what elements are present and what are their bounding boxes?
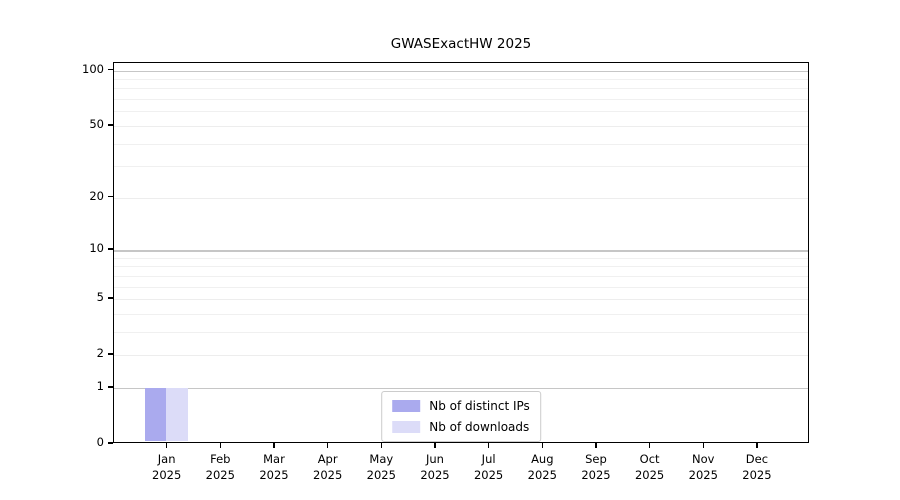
y-axis-tick-label: 50 xyxy=(89,116,104,131)
x-tick-month: Oct xyxy=(639,452,660,466)
x-axis-tick-label: Jun 2025 xyxy=(403,452,467,483)
gridline-minor xyxy=(114,257,808,259)
x-tick-month: Jul xyxy=(481,452,496,466)
y-axis-tick-label: 5 xyxy=(96,290,104,305)
gridline-minor xyxy=(114,111,808,113)
x-tick-year: 2025 xyxy=(313,467,343,482)
bar-distinct-ips xyxy=(144,387,167,441)
y-axis-tick-label: 10 xyxy=(89,241,104,255)
x-axis-tick-label: Nov 2025 xyxy=(671,452,735,483)
x-tick-year: 2025 xyxy=(473,467,504,482)
x-axis-tick xyxy=(165,443,168,448)
x-tick-month: Mar xyxy=(263,452,285,466)
legend-swatch-distinct-ips xyxy=(392,400,421,412)
x-tick-year: 2025 xyxy=(688,467,718,482)
gridline xyxy=(114,299,808,301)
x-axis-tick xyxy=(648,443,651,448)
legend-label-distinct-ips: Nb of distinct IPs xyxy=(429,399,530,413)
bar-downloads xyxy=(166,387,188,441)
x-axis-tick-label: Jul 2025 xyxy=(457,452,521,483)
legend-row-distinct-ips: Nb of distinct IPs xyxy=(392,399,530,413)
y-axis-tick xyxy=(108,442,113,444)
gridline-minor xyxy=(114,166,808,168)
x-tick-year: 2025 xyxy=(366,467,396,482)
x-tick-year: 2025 xyxy=(527,467,557,482)
x-tick-year: 2025 xyxy=(581,467,611,482)
x-axis-tick xyxy=(380,443,383,448)
plot-area xyxy=(113,62,809,443)
x-tick-month: Jan xyxy=(157,452,176,466)
x-axis-tick-label: Oct 2025 xyxy=(618,452,682,483)
x-axis-tick-label: Jan 2025 xyxy=(135,452,199,483)
y-axis-tick-label: 0 xyxy=(96,435,104,449)
x-axis-tick xyxy=(595,443,597,448)
x-axis-tick xyxy=(702,443,705,448)
gridline-minor xyxy=(114,313,808,315)
x-tick-month: Sep xyxy=(585,452,607,466)
gridline xyxy=(114,125,808,127)
legend: Nb of distinct IPs Nb of downloads xyxy=(381,391,541,442)
gridline-minor xyxy=(114,143,808,145)
y-axis-tick xyxy=(108,386,113,388)
x-tick-month: Jun xyxy=(425,452,444,466)
x-tick-month: Nov xyxy=(692,452,715,466)
x-axis-tick xyxy=(756,443,758,448)
y-axis-tick xyxy=(108,353,113,355)
y-axis-tick xyxy=(108,195,113,198)
legend-label-downloads: Nb of downloads xyxy=(429,420,530,434)
y-axis-tick-label: 1 xyxy=(96,378,104,393)
gridline-major xyxy=(114,70,808,73)
gridline-minor xyxy=(114,79,808,81)
x-axis-tick xyxy=(219,443,222,448)
y-axis-tick-label: 100 xyxy=(82,61,104,76)
x-axis-tick-label: Mar 2025 xyxy=(242,452,306,483)
x-tick-month: Feb xyxy=(210,452,231,466)
y-axis-tick xyxy=(108,297,113,299)
x-axis-tick xyxy=(326,443,329,448)
x-axis-tick xyxy=(273,443,275,448)
legend-swatch-downloads xyxy=(392,421,421,433)
x-axis-tick-label: Sep 2025 xyxy=(564,452,628,483)
gridline-minor xyxy=(114,331,808,333)
x-tick-year: 2025 xyxy=(634,467,665,482)
gridline-minor xyxy=(114,266,808,268)
x-tick-month: Apr xyxy=(317,452,338,466)
gridline xyxy=(114,197,808,199)
x-axis-tick xyxy=(541,443,544,448)
y-axis-tick xyxy=(108,124,113,126)
x-tick-year: 2025 xyxy=(420,467,450,482)
x-axis-tick-label: Feb 2025 xyxy=(188,452,252,483)
chart-title: GWASExactHW 2025 xyxy=(390,36,532,52)
legend-row-downloads: Nb of downloads xyxy=(392,420,530,434)
x-tick-year: 2025 xyxy=(205,467,235,482)
gridline-major xyxy=(114,387,808,390)
gridline xyxy=(114,355,808,357)
x-axis-tick-label: Dec 2025 xyxy=(725,452,789,483)
x-axis-tick xyxy=(434,443,436,448)
y-axis-tick-label: 20 xyxy=(89,188,104,203)
x-axis-tick xyxy=(487,443,490,448)
x-tick-month: Dec xyxy=(745,452,769,466)
x-tick-year: 2025 xyxy=(742,467,772,482)
gridline-minor xyxy=(114,286,808,288)
x-tick-year: 2025 xyxy=(152,467,182,482)
x-axis-tick-label: Aug 2025 xyxy=(510,452,574,483)
y-axis-tick xyxy=(108,68,113,71)
y-axis-tick xyxy=(108,248,113,250)
gridline-minor xyxy=(114,99,808,101)
x-tick-month: May xyxy=(369,452,394,466)
x-tick-month: Aug xyxy=(531,452,554,466)
gridline-major xyxy=(114,250,808,252)
gridline-minor xyxy=(114,275,808,277)
x-axis-tick-label: Apr 2025 xyxy=(296,452,360,483)
x-tick-year: 2025 xyxy=(259,467,289,482)
y-axis-tick-label: 2 xyxy=(96,346,104,361)
gridline-minor xyxy=(114,88,808,90)
x-axis-tick-label: May 2025 xyxy=(349,452,413,483)
